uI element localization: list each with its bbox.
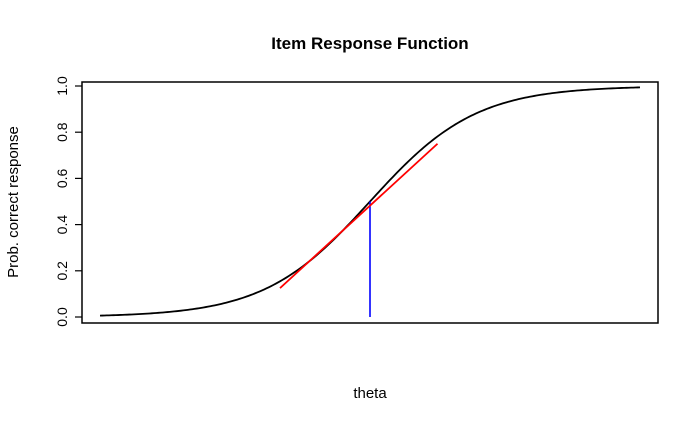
y-tick-label: 0.0 [54, 307, 70, 327]
tangent-line [279, 143, 439, 289]
plot-area [99, 86, 641, 317]
plot-frame [81, 81, 659, 324]
chart-title: Item Response Function [271, 34, 468, 53]
y-tick-label: 0.8 [54, 122, 70, 142]
y-tick-label: 0.6 [54, 168, 70, 188]
y-axis-label: Prob. correct response [5, 126, 22, 278]
y-tick-label: 0.4 [54, 215, 70, 235]
y-tick-label: 1.0 [54, 76, 70, 96]
y-tick-label: 0.2 [54, 261, 70, 281]
y-axis: 0.0 0.2 0.4 0.6 0.8 1.0 [54, 76, 82, 327]
x-axis-label: theta [353, 385, 387, 402]
